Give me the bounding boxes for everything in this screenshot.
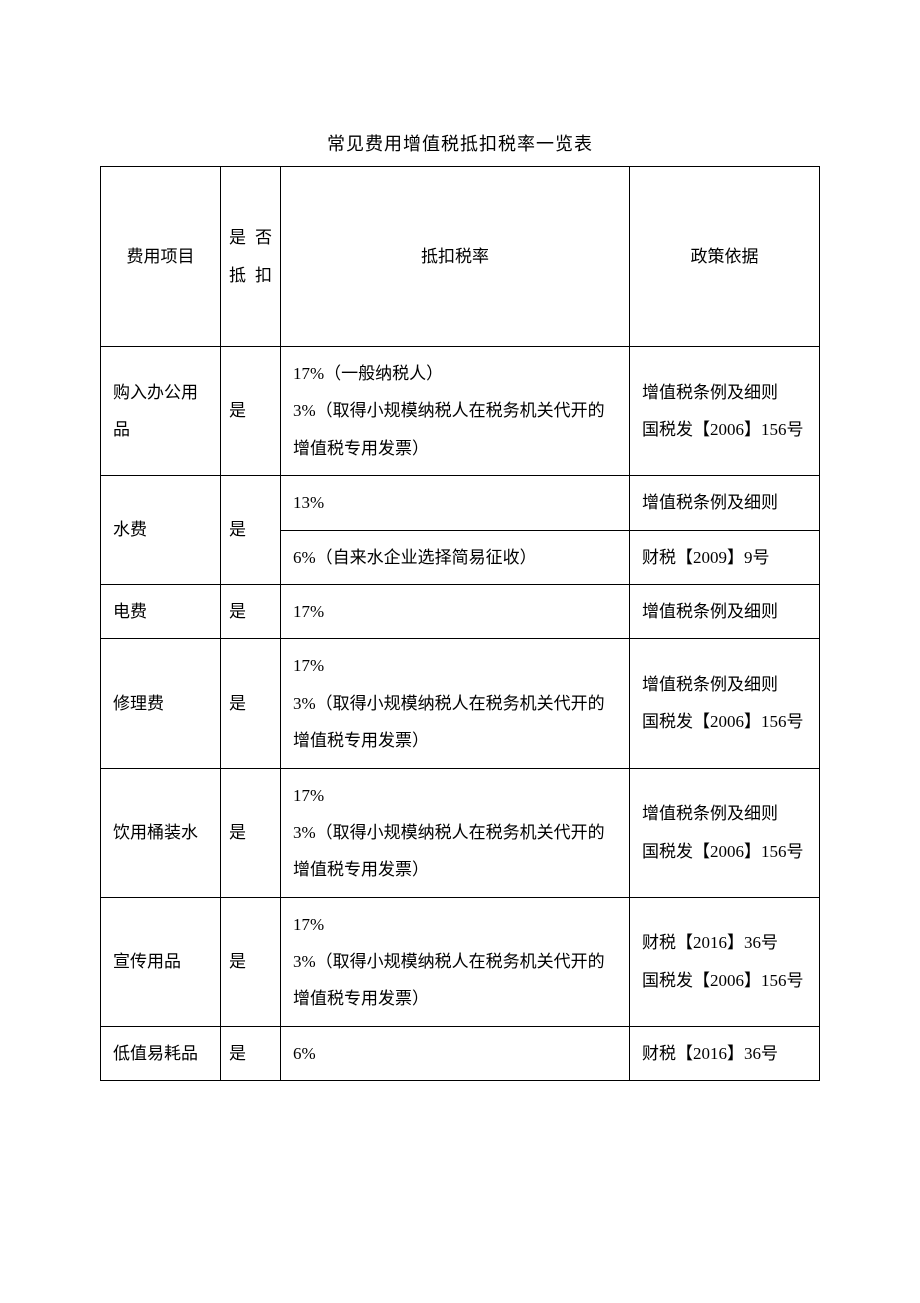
cell-deduct: 是: [221, 897, 281, 1026]
page-title: 常见费用增值税抵扣税率一览表: [100, 130, 820, 156]
table-row: 饮用桶装水 是 17%3%（取得小规模纳税人在税务机关代开的增值税专用发票） 增…: [101, 768, 820, 897]
cell-deduct: 是: [221, 639, 281, 768]
cell-rate: 13% 6%（自来水企业选择简易征收）: [281, 476, 630, 585]
cell-rate: 6%: [281, 1026, 630, 1080]
table-row: 修理费 是 17%3%（取得小规模纳税人在税务机关代开的增值税专用发票） 增值税…: [101, 639, 820, 768]
table-row: 电费 是 17% 增值税条例及细则: [101, 584, 820, 638]
table-row: 宣传用品 是 17%3%（取得小规模纳税人在税务机关代开的增值税专用发票） 财税…: [101, 897, 820, 1026]
cell-deduct: 是: [221, 1026, 281, 1080]
header-basis: 政策依据: [630, 167, 820, 347]
header-item: 费用项目: [101, 167, 221, 347]
header-deduct: 是否抵扣: [221, 167, 281, 347]
cell-basis: 增值税条例及细则国税发【2006】156号: [630, 347, 820, 476]
cell-item: 水费: [101, 476, 221, 585]
cell-item: 宣传用品: [101, 897, 221, 1026]
cell-rate-sub: 13%: [281, 476, 629, 529]
tax-table: 费用项目 是否抵扣 抵扣税率 政策依据 购入办公用品 是 17%（一般纳税人）3…: [100, 166, 820, 1081]
cell-rate: 17%3%（取得小规模纳税人在税务机关代开的增值税专用发票）: [281, 639, 630, 768]
cell-basis-sub: 增值税条例及细则: [630, 476, 819, 529]
table-row: 低值易耗品 是 6% 财税【2016】36号: [101, 1026, 820, 1080]
cell-basis: 增值税条例及细则国税发【2006】156号: [630, 768, 820, 897]
cell-basis: 增值税条例及细则: [630, 584, 820, 638]
cell-deduct: 是: [221, 476, 281, 585]
cell-item: 饮用桶装水: [101, 768, 221, 897]
cell-deduct: 是: [221, 584, 281, 638]
cell-rate: 17%（一般纳税人）3%（取得小规模纳税人在税务机关代开的增值税专用发票）: [281, 347, 630, 476]
cell-basis: 财税【2016】36号: [630, 1026, 820, 1080]
header-rate: 抵扣税率: [281, 167, 630, 347]
cell-basis: 财税【2016】36号国税发【2006】156号: [630, 897, 820, 1026]
cell-item: 电费: [101, 584, 221, 638]
cell-rate-sub: 6%（自来水企业选择简易征收）: [281, 530, 629, 584]
table-row: 购入办公用品 是 17%（一般纳税人）3%（取得小规模纳税人在税务机关代开的增值…: [101, 347, 820, 476]
cell-deduct: 是: [221, 768, 281, 897]
table-row: 水费 是 13% 6%（自来水企业选择简易征收） 增值税条例及细则 财税【200…: [101, 476, 820, 585]
cell-basis: 增值税条例及细则国税发【2006】156号: [630, 639, 820, 768]
cell-item: 修理费: [101, 639, 221, 768]
cell-deduct: 是: [221, 347, 281, 476]
table-header-row: 费用项目 是否抵扣 抵扣税率 政策依据: [101, 167, 820, 347]
cell-basis: 增值税条例及细则 财税【2009】9号: [630, 476, 820, 585]
cell-item: 低值易耗品: [101, 1026, 221, 1080]
cell-rate: 17%: [281, 584, 630, 638]
cell-rate: 17%3%（取得小规模纳税人在税务机关代开的增值税专用发票）: [281, 897, 630, 1026]
cell-item: 购入办公用品: [101, 347, 221, 476]
cell-basis-sub: 财税【2009】9号: [630, 530, 819, 584]
cell-rate: 17%3%（取得小规模纳税人在税务机关代开的增值税专用发票）: [281, 768, 630, 897]
